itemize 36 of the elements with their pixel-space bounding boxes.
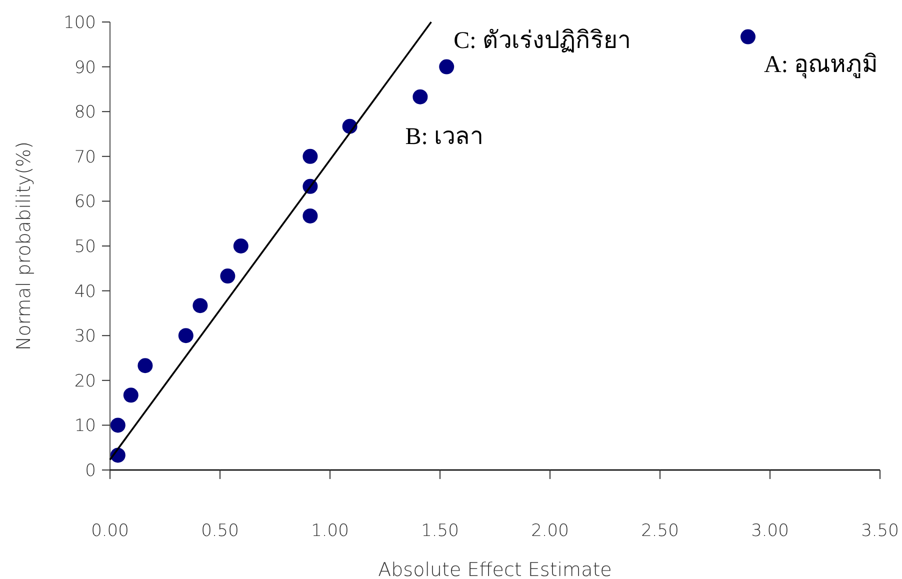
y-tick-label: 100 [64,13,96,33]
x-tick-label: 2.00 [531,521,569,541]
y-tick-label: 40 [74,282,96,302]
y-tick-label: 0 [85,461,96,481]
x-axis-title: Absolute Effect Estimate [378,559,612,579]
y-tick-label: 90 [74,58,96,78]
y-tick-label: 50 [74,237,96,257]
y-tick-label: 60 [74,192,96,212]
y-tick-label: 30 [74,326,96,347]
x-tick-label: 0.00 [91,521,129,541]
x-tick-label: 3.50 [861,521,899,541]
point [439,59,454,74]
point [110,418,126,433]
x-tick-label: 2.50 [641,521,679,541]
point [740,29,756,44]
point [233,238,248,254]
annotation: A: อุณหภูมิ [764,52,878,79]
x-tick-label: 3.00 [751,521,789,541]
y-tick-label: 20 [74,371,96,392]
point [302,208,318,224]
point [192,298,208,314]
point [123,388,138,403]
point [412,89,428,104]
x-tick-label: 1.50 [421,521,459,541]
annotation: B: เวลา [405,124,483,150]
point [178,328,194,344]
y-tick-label: 70 [74,147,96,168]
x-tick-label: 0.50 [201,521,239,541]
y-tick-label: 10 [74,416,96,436]
point [220,268,236,284]
point [302,148,318,164]
y-tick-label: 80 [74,102,96,123]
x-tick-label: 1.00 [311,521,349,541]
y-axis-title: Normal probability(%) [13,141,35,351]
point [138,358,153,374]
annotation: C: ตัวเร่งปฏิกิริยา [454,28,630,54]
